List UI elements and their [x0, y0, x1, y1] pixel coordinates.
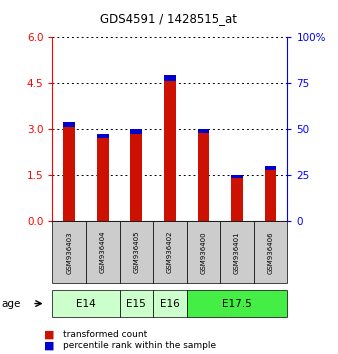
Text: E15: E15	[126, 298, 146, 309]
Bar	[97, 134, 108, 138]
Bar	[130, 129, 142, 133]
Bar	[164, 75, 176, 221]
Text: E14: E14	[76, 298, 96, 309]
Text: GSM936402: GSM936402	[167, 231, 173, 274]
Text: GDS4591 / 1428515_at: GDS4591 / 1428515_at	[100, 12, 238, 25]
Bar	[97, 134, 108, 221]
Text: GSM936400: GSM936400	[200, 231, 207, 274]
Bar	[63, 121, 75, 221]
Text: E17.5: E17.5	[222, 298, 252, 309]
Bar	[265, 166, 276, 221]
Bar	[231, 175, 243, 221]
Text: age: age	[2, 298, 21, 309]
Bar	[130, 129, 142, 221]
Text: GSM936401: GSM936401	[234, 231, 240, 274]
Bar	[265, 166, 276, 170]
Text: percentile rank within the sample: percentile rank within the sample	[63, 341, 216, 350]
Text: GSM936405: GSM936405	[133, 231, 139, 274]
Bar	[197, 129, 209, 221]
Text: ■: ■	[44, 330, 54, 339]
Text: E16: E16	[160, 298, 180, 309]
Bar	[164, 75, 176, 81]
Bar	[63, 121, 75, 127]
Text: GSM936403: GSM936403	[66, 231, 72, 274]
Bar	[231, 175, 243, 178]
Text: GSM936406: GSM936406	[267, 231, 273, 274]
Text: GSM936404: GSM936404	[100, 231, 106, 274]
Text: transformed count: transformed count	[63, 330, 147, 339]
Text: ■: ■	[44, 340, 54, 350]
Bar	[197, 129, 209, 133]
